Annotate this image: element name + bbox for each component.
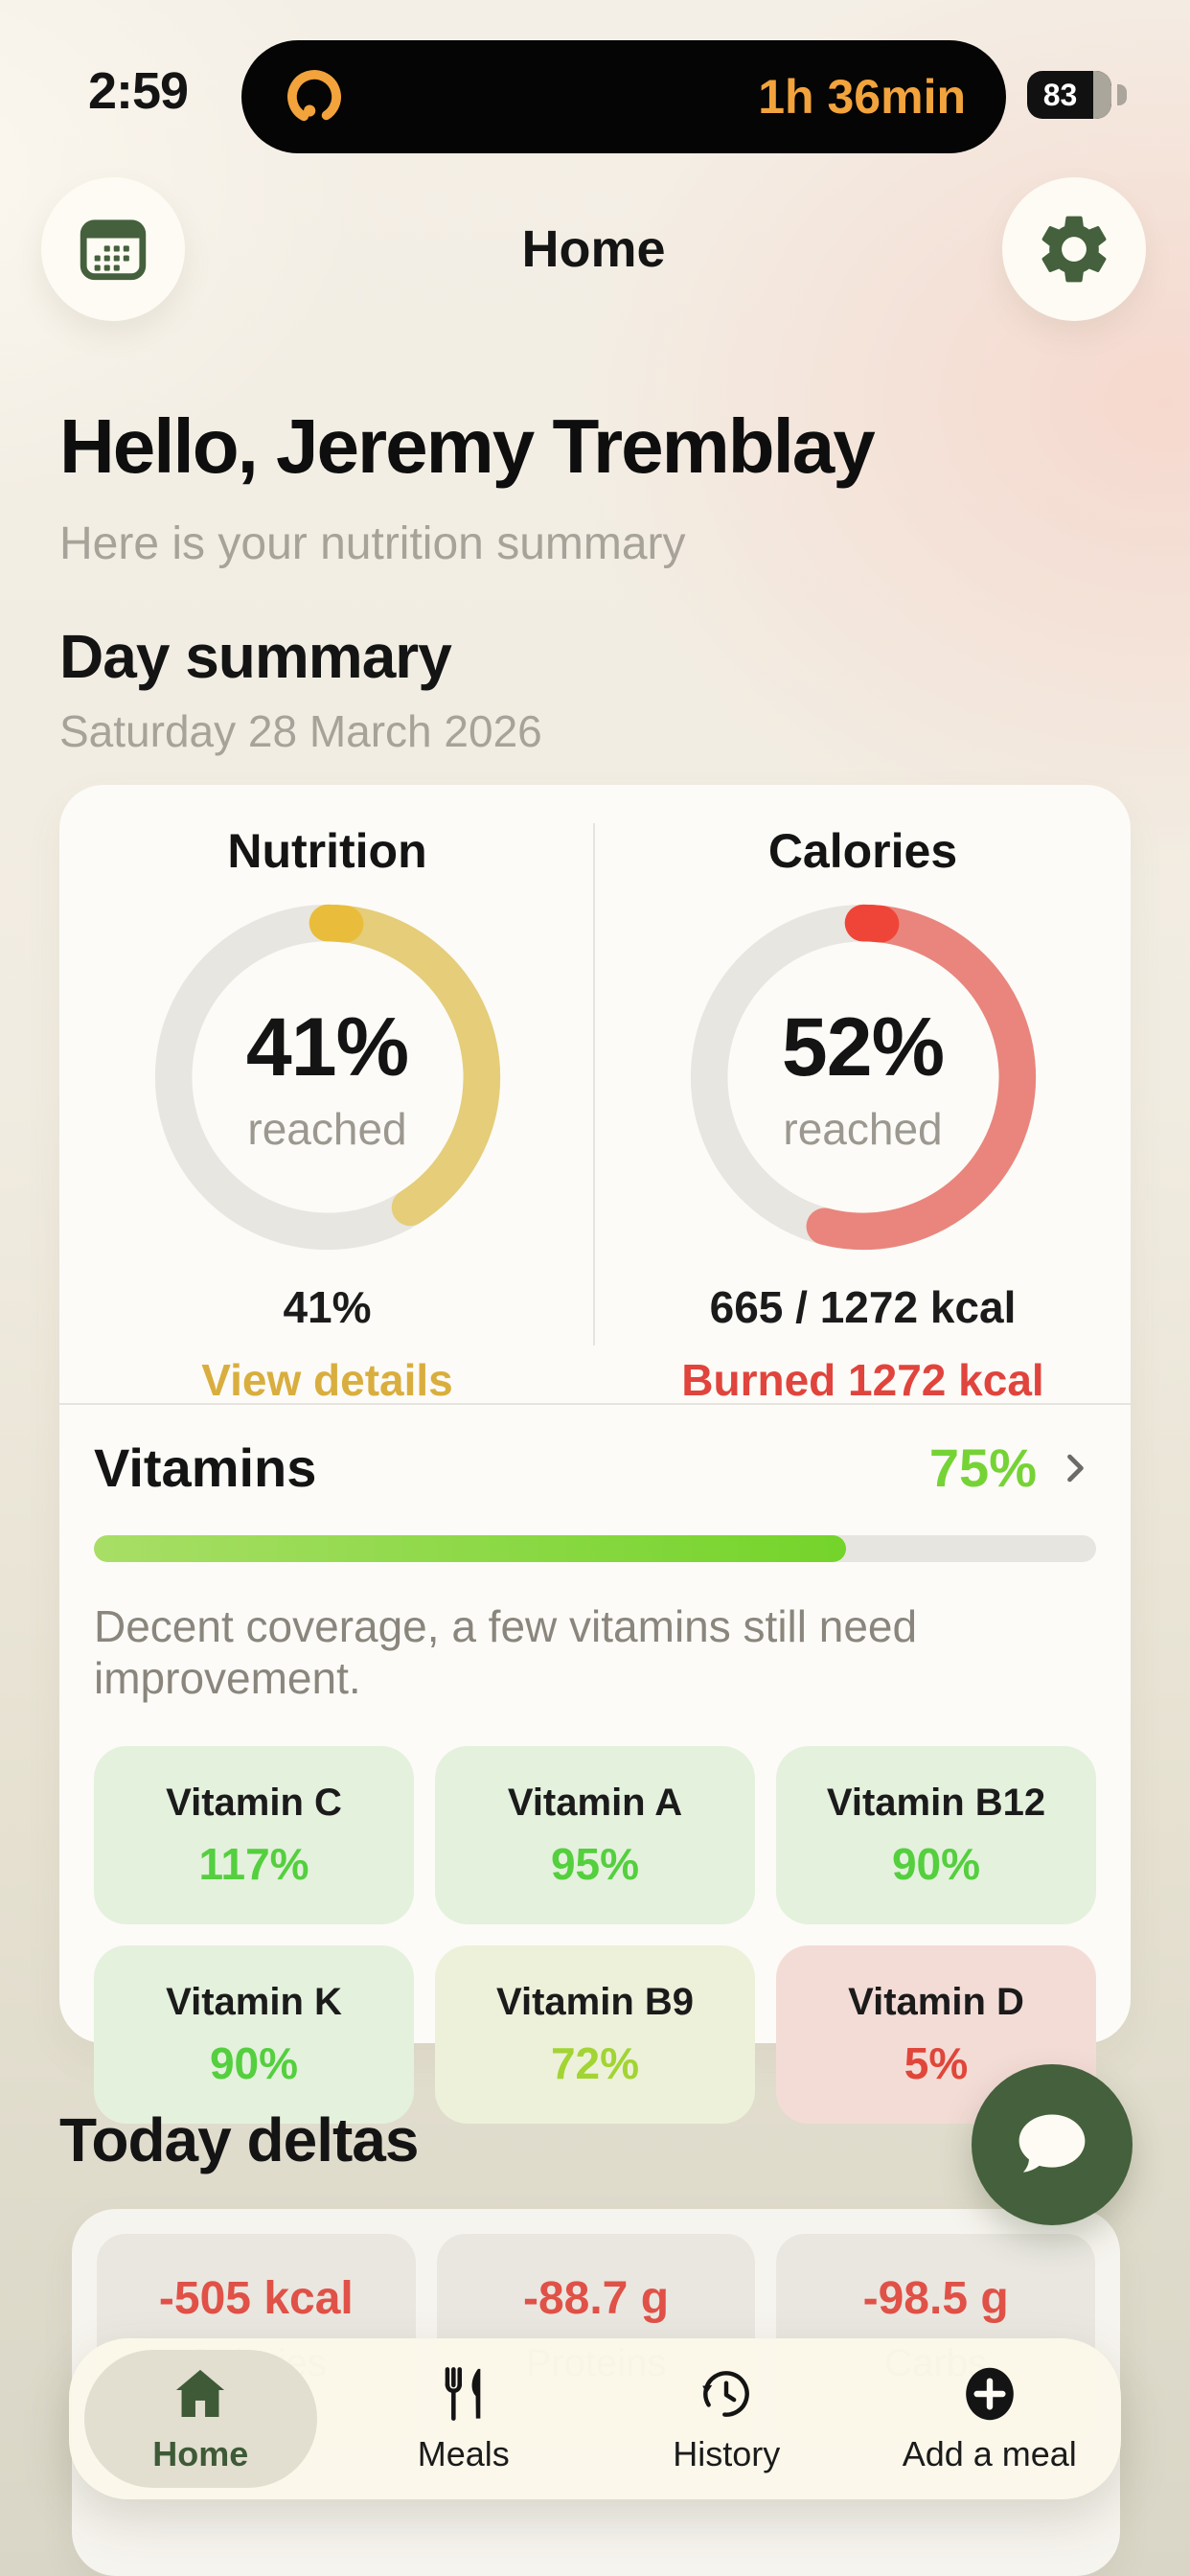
settings-button[interactable] bbox=[1002, 177, 1146, 321]
vitamin-name: Vitamin K bbox=[166, 1980, 342, 2023]
burned-label: Burned 1272 kcal bbox=[681, 1355, 1044, 1405]
today-deltas-title: Today deltas bbox=[59, 2105, 419, 2174]
vitamin-name: Vitamin A bbox=[507, 1781, 683, 1824]
vitamins-message: Decent coverage, a few vitamins still ne… bbox=[94, 1601, 918, 1703]
vitamin-tile: Vitamin B12 90% bbox=[776, 1746, 1096, 1924]
vitamin-name: Vitamin B12 bbox=[826, 1781, 1046, 1824]
gear-icon bbox=[1041, 216, 1107, 283]
greeting-subtitle: Here is your nutrition summary bbox=[59, 518, 686, 569]
vertical-divider bbox=[593, 823, 595, 1346]
calendar-icon bbox=[80, 219, 147, 281]
vitamin-name: Vitamin D bbox=[848, 1980, 1024, 2023]
delta-value: -505 kcal bbox=[158, 2273, 354, 2324]
home-icon bbox=[170, 2363, 231, 2425]
calories-gauge-section: Calories 52% reached 665 / 1272 kcal Bur… bbox=[595, 823, 1131, 1406]
chat-bubble-icon bbox=[1018, 2114, 1086, 2173]
tab-home[interactable]: Home bbox=[69, 2338, 332, 2499]
nutrition-title: Nutrition bbox=[227, 824, 427, 878]
nutrition-caption: reached bbox=[247, 1103, 407, 1154]
vitamin-value: 90% bbox=[891, 1838, 981, 1889]
tab-add-a-meal[interactable]: Add a meal bbox=[858, 2338, 1122, 2499]
vitamin-value: 90% bbox=[209, 2037, 299, 2088]
delta-value: -88.7 g bbox=[522, 2273, 670, 2324]
horizontal-divider bbox=[59, 1403, 1131, 1405]
tab-history[interactable]: History bbox=[595, 2338, 858, 2499]
vitamin-name: Vitamin B9 bbox=[496, 1980, 694, 2023]
day-summary-header: Day summary Saturday 28 March 2026 bbox=[59, 621, 542, 757]
history-icon bbox=[696, 2363, 757, 2425]
vitamins-progress-fill bbox=[94, 1535, 846, 1562]
vitamin-tile: Vitamin A 95% bbox=[435, 1746, 755, 1924]
page-title: Home bbox=[521, 220, 666, 278]
header: Home bbox=[41, 177, 1146, 321]
day-summary-title: Day summary bbox=[59, 622, 452, 691]
nutrition-gauge-section: Nutrition 41% reached 41% View details bbox=[59, 823, 595, 1406]
battery-icon: 83 bbox=[1027, 71, 1111, 119]
calories-gauge: 52% reached bbox=[688, 902, 1039, 1253]
vitamins-grid: Vitamin C 117% Vitamin A 95% Vitamin B12… bbox=[94, 1746, 1096, 2124]
add-icon bbox=[959, 2363, 1020, 2425]
tab-label: Meals bbox=[417, 2434, 510, 2473]
timer-ring-icon bbox=[282, 64, 347, 129]
chevron-right-icon bbox=[1067, 1454, 1084, 1482]
dynamic-island: 1h 36min bbox=[241, 40, 1006, 153]
nutrition-footer-value: 41% bbox=[283, 1282, 372, 1332]
calories-caption: reached bbox=[783, 1103, 943, 1154]
vitamin-value: 95% bbox=[550, 1838, 640, 1889]
vitamin-value: 72% bbox=[550, 2037, 640, 2088]
vitamins-row[interactable]: Vitamins 75% bbox=[94, 1437, 1096, 1499]
status-time: 2:59 bbox=[88, 62, 189, 120]
meals-icon bbox=[433, 2363, 494, 2425]
vitamin-tile: Vitamin K 90% bbox=[94, 1945, 414, 2124]
vitamin-value: 117% bbox=[198, 1838, 309, 1889]
tab-label: Add a meal bbox=[902, 2434, 1077, 2473]
vitamin-value: 5% bbox=[904, 2037, 969, 2088]
vitamin-tile: Vitamin B9 72% bbox=[435, 1945, 755, 2124]
calories-title: Calories bbox=[767, 824, 958, 878]
activity-timer-label: 1h 36min bbox=[758, 70, 966, 124]
day-summary-card: Nutrition 41% reached 41% View details bbox=[59, 785, 1131, 2124]
calendar-button[interactable] bbox=[41, 177, 185, 321]
vitamin-name: Vitamin C bbox=[166, 1781, 342, 1824]
tab-meals[interactable]: Meals bbox=[332, 2338, 596, 2499]
battery-percent: 83 bbox=[1042, 77, 1078, 112]
gauges-row: Nutrition 41% reached 41% View details bbox=[59, 785, 1131, 1406]
vitamins-percent: 75% bbox=[928, 1438, 1037, 1498]
vitamins-section: Vitamins 75% Decent coverage, a few vita… bbox=[94, 1437, 1096, 2124]
tab-bar: Home Meals bbox=[69, 2338, 1121, 2499]
battery-level-bar bbox=[1093, 71, 1111, 119]
vitamin-tile: Vitamin C 117% bbox=[94, 1746, 414, 1924]
vitamins-title: Vitamins bbox=[94, 1438, 317, 1498]
nutrition-percent: 41% bbox=[245, 1000, 409, 1093]
chat-fab-button[interactable] bbox=[972, 2064, 1133, 2225]
view-details-link[interactable]: View details bbox=[201, 1355, 453, 1405]
vitamins-progress-track bbox=[94, 1535, 1096, 1562]
greeting-title: Hello, Jeremy Tremblay bbox=[59, 403, 876, 489]
tab-label: Home bbox=[152, 2434, 249, 2473]
calories-percent: 52% bbox=[781, 1000, 945, 1093]
tab-label: History bbox=[673, 2434, 781, 2473]
calories-footer-value: 665 / 1272 kcal bbox=[709, 1282, 1017, 1332]
delta-value: -98.5 g bbox=[862, 2273, 1009, 2324]
nutrition-gauge: 41% reached bbox=[152, 902, 503, 1253]
day-summary-date: Saturday 28 March 2026 bbox=[59, 706, 542, 756]
greeting: Hello, Jeremy Tremblay Here is your nutr… bbox=[59, 402, 1131, 570]
battery-cap bbox=[1117, 84, 1127, 105]
